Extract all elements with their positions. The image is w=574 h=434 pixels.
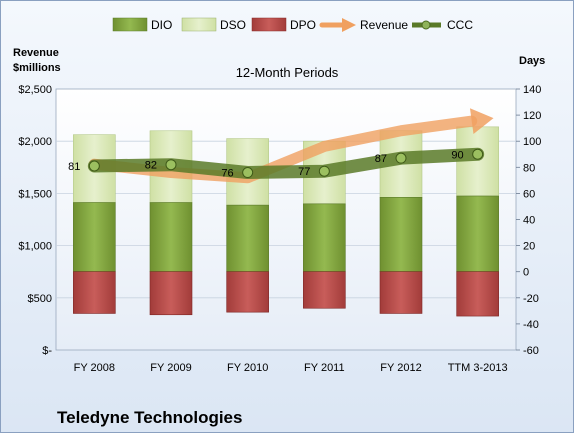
ccc-data-label: 90 [451, 149, 463, 161]
legend-swatch-dio [112, 17, 148, 32]
bar-dpo [226, 271, 269, 313]
bar-dio [149, 202, 193, 273]
ccc-data-label: 77 [298, 166, 310, 178]
bar-dio [379, 197, 423, 273]
left-tick-label: $500 [28, 293, 52, 305]
bar-dio [303, 203, 346, 272]
right-tick-label: 0 [523, 267, 529, 279]
left-tick-label: $1,000 [18, 241, 52, 253]
ccc-point [395, 152, 407, 164]
grid [56, 140, 516, 299]
right-tick-label: 100 [523, 136, 541, 148]
right-tick-label: 20 [523, 241, 535, 253]
legend-label-revenue: Revenue [360, 18, 408, 32]
bar-dpo [303, 271, 346, 309]
category-label: FY 2008 [74, 362, 115, 374]
bar-dio [226, 204, 269, 273]
right-tick-label: -20 [523, 293, 539, 305]
bar-dpo [73, 271, 116, 314]
left-tick-label: $- [42, 345, 52, 357]
right-tick-label: 140 [523, 84, 541, 96]
ccc-data-label: 87 [375, 153, 387, 165]
ccc-point [472, 148, 484, 160]
left-tick-label: $1,500 [18, 188, 52, 200]
left-axis-title-line1: Revenue [13, 47, 59, 59]
category-label: FY 2009 [150, 362, 191, 374]
right-tick-label: -60 [523, 345, 539, 357]
category-label: TTM 3-2013 [448, 362, 508, 374]
right-tick-label: 40 [523, 215, 535, 227]
legend: DIO DSO DPO Revenue CCC [112, 17, 473, 32]
legend-swatch-dpo [251, 17, 287, 32]
right-axis-title: Days [519, 55, 545, 67]
right-tick-label: 80 [523, 162, 535, 174]
bar-dpo [149, 271, 193, 316]
ccc-point [318, 165, 330, 177]
category-axis: FY 2008 FY 2009 FY 2010 FY 2011 FY 2012 TTM 3… [74, 362, 508, 374]
revenue-arrowhead [469, 108, 494, 135]
category-label: FY 2011 [304, 362, 345, 374]
category-label: FY 2010 [227, 362, 268, 374]
legend-label-dso: DSO [220, 18, 246, 32]
ccc-data-label: 82 [145, 160, 157, 172]
bar-dpo [456, 271, 499, 317]
right-tick-label: 120 [523, 110, 541, 122]
legend-label-dpo: DPO [290, 18, 316, 32]
ccc-data-label: 76 [221, 168, 233, 180]
left-axis: $- $500 $1,000 $1,500 $2,000 $2,500 [18, 84, 52, 357]
right-tick-label: -40 [523, 319, 539, 331]
category-label: FY 2012 [380, 362, 421, 374]
left-tick-label: $2,500 [18, 84, 52, 96]
legend-swatch-dso [181, 17, 217, 32]
legend-label-dio: DIO [151, 18, 172, 32]
ccc-point [88, 160, 100, 172]
ccc-point [242, 167, 254, 179]
ccc-line [87, 147, 485, 180]
bar-dio [73, 202, 116, 273]
ccc-point [165, 159, 177, 171]
company-name: Teledyne Technologies [57, 408, 242, 427]
right-axis: -60 -40 -20 0 20 40 60 80 100 120 140 [516, 84, 541, 357]
ccc-data-label: 81 [68, 161, 80, 173]
plot-area [55, 88, 517, 351]
left-axis-title-line2: $millions [13, 62, 61, 74]
right-tick-label: 60 [523, 188, 535, 200]
chart-title: 12-Month Periods [236, 65, 339, 80]
legend-swatch-revenue [319, 18, 356, 32]
legend-label-ccc: CCC [447, 18, 473, 32]
bar-dpo [379, 271, 423, 314]
left-tick-label: $2,000 [18, 136, 52, 148]
legend-swatch-ccc [412, 20, 441, 30]
ccc-series: 81 82 76 77 87 90 [68, 147, 485, 180]
bar-dio [456, 195, 499, 272]
